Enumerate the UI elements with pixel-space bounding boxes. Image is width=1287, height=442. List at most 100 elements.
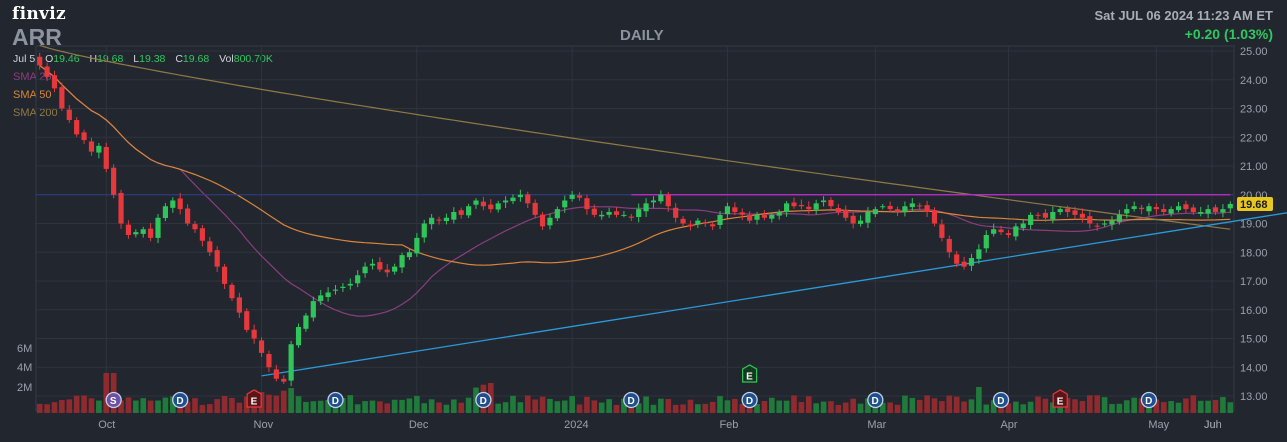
volume-bar bbox=[125, 397, 132, 413]
candle-body bbox=[976, 249, 982, 259]
candle-body bbox=[443, 217, 450, 222]
volume-bar bbox=[347, 395, 354, 413]
volume-bar bbox=[428, 399, 435, 413]
candle-body bbox=[192, 224, 198, 230]
volume-bar bbox=[81, 395, 87, 413]
candle-body bbox=[1065, 208, 1071, 212]
volume-bar bbox=[1101, 397, 1108, 413]
candle-body bbox=[148, 228, 154, 238]
dividend-marker-label: D bbox=[1145, 396, 1152, 407]
volume-bar bbox=[1146, 403, 1152, 413]
candle-body bbox=[1101, 223, 1108, 225]
volume-bar bbox=[229, 397, 235, 413]
volume-bar bbox=[340, 397, 346, 413]
volume-bar bbox=[569, 396, 575, 413]
volume-bar bbox=[665, 399, 672, 413]
volume-bar bbox=[894, 404, 901, 413]
volume-bar bbox=[813, 403, 819, 413]
candle-body bbox=[1028, 214, 1034, 225]
y-tick-label: 25.00 bbox=[1240, 46, 1268, 58]
candle-body bbox=[702, 222, 708, 224]
volume-bar bbox=[221, 396, 228, 413]
datetime-label: Sat JUL 06 2024 11:23 AM ET bbox=[1094, 8, 1273, 23]
volume-bar bbox=[598, 402, 605, 413]
volume-bar bbox=[584, 396, 590, 413]
volume-tick-label: 4M bbox=[17, 362, 32, 374]
ohlc-date: Jul 5 bbox=[13, 53, 36, 65]
volume-bar bbox=[66, 399, 73, 413]
candle-body bbox=[59, 87, 65, 109]
candle-body bbox=[1153, 207, 1159, 210]
candle-body bbox=[517, 194, 523, 198]
x-tick-label: Nov bbox=[254, 419, 274, 431]
volume-bar bbox=[931, 398, 938, 413]
candle-body bbox=[806, 206, 812, 210]
candle-body bbox=[939, 224, 945, 238]
interval-label: DAILY bbox=[620, 27, 664, 44]
volume-bar bbox=[1153, 399, 1160, 413]
candle-body bbox=[569, 194, 575, 199]
dividend-marker-icon bbox=[992, 391, 1010, 409]
support-trendline bbox=[261, 212, 1287, 377]
x-tick-label: Apr bbox=[1000, 419, 1017, 431]
volume-bar bbox=[1160, 402, 1167, 413]
volume-bar bbox=[539, 396, 546, 413]
candle-body bbox=[761, 215, 768, 218]
candle-body bbox=[44, 66, 50, 77]
dividend-marker-label: D bbox=[997, 396, 1004, 407]
candle-body bbox=[880, 206, 886, 208]
volume-bar bbox=[606, 399, 612, 413]
candle-body bbox=[177, 198, 183, 210]
candle-body bbox=[273, 369, 279, 379]
sma-200-line bbox=[39, 44, 1231, 230]
y-tick-label: 15.00 bbox=[1240, 334, 1268, 346]
volume-bar bbox=[1116, 403, 1123, 413]
candle-body bbox=[946, 238, 952, 253]
volume-bar bbox=[162, 397, 169, 413]
candle-body bbox=[658, 194, 664, 202]
legend-sma-50: SMA 50 bbox=[13, 89, 52, 101]
candle-body bbox=[1079, 213, 1085, 218]
candle-body bbox=[599, 214, 605, 217]
volume-bar bbox=[783, 400, 790, 413]
candle-body bbox=[902, 206, 908, 212]
volume-bar bbox=[909, 397, 916, 413]
candle-body bbox=[532, 202, 538, 215]
volume-bar bbox=[916, 399, 923, 413]
volume-bar bbox=[1035, 396, 1041, 413]
candle-body bbox=[1161, 209, 1167, 212]
dividend-marker-icon bbox=[867, 391, 884, 409]
volume-bar bbox=[532, 399, 538, 413]
volume-bar bbox=[495, 403, 502, 413]
candle-body bbox=[547, 217, 553, 226]
candle-body bbox=[458, 210, 464, 215]
x-tick-label: May bbox=[1148, 419, 1169, 431]
candle-body bbox=[1212, 207, 1219, 212]
candle-body bbox=[288, 344, 294, 381]
volume-bar bbox=[879, 402, 886, 413]
candle-body bbox=[451, 212, 457, 220]
candle-body bbox=[961, 261, 967, 267]
volume-tick-label: 6M bbox=[17, 343, 32, 355]
candle-body bbox=[1205, 209, 1211, 214]
volume-bar bbox=[1190, 395, 1197, 413]
candle-body bbox=[1146, 206, 1152, 212]
candle-body bbox=[325, 292, 331, 298]
volume-bar bbox=[384, 403, 391, 413]
candle-body bbox=[828, 199, 834, 207]
legend-sma-200: SMA 200 bbox=[13, 107, 58, 119]
x-tick-label: Jul bbox=[1204, 419, 1218, 431]
earnings-marker-icon bbox=[1052, 389, 1068, 408]
sma-20-line bbox=[39, 64, 1231, 317]
volume-bar bbox=[288, 388, 294, 413]
volume-bar bbox=[695, 404, 701, 413]
volume-bar bbox=[414, 395, 420, 413]
volume-bar bbox=[850, 398, 856, 413]
candle-body bbox=[1116, 214, 1122, 222]
candle-body bbox=[125, 224, 132, 235]
volume-bar bbox=[317, 400, 324, 413]
volume-bar bbox=[791, 395, 797, 413]
candle-body bbox=[917, 205, 923, 207]
volume-bar bbox=[236, 402, 243, 413]
candle-body bbox=[717, 214, 723, 226]
